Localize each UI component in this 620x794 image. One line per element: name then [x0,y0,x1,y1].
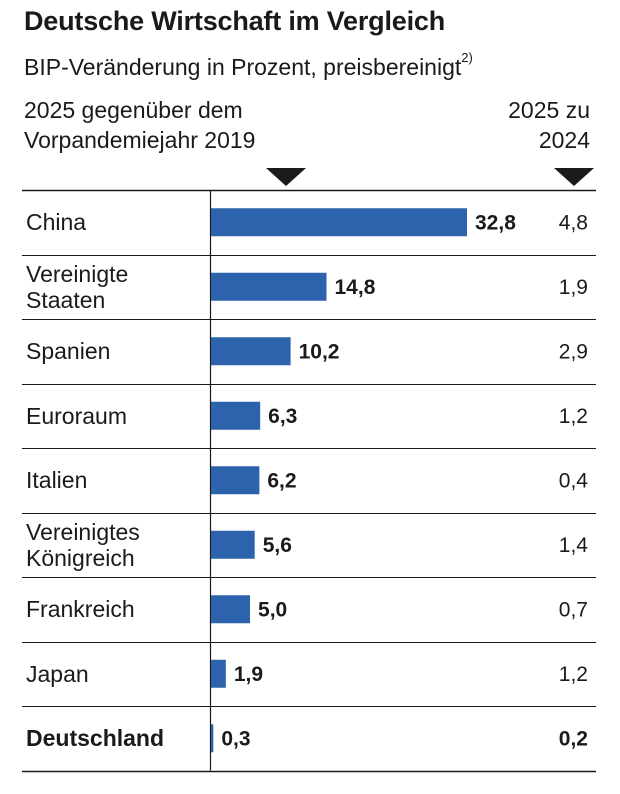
category-label: Spanien [26,338,111,365]
left-column-header: 2025 gegenüber dem Vorpandemiejahr 2019 [24,97,256,153]
category-label: China [26,209,87,236]
change-2024-value: 0,7 [559,598,588,621]
bar-value-label: 10,2 [299,340,340,363]
bar-value-label: 5,0 [258,598,287,621]
category-label: Vereinigte Staaten [26,260,129,313]
bar [211,724,214,753]
bar-value-label: 1,9 [234,663,263,686]
change-2024-value: 1,2 [559,405,588,428]
bar-value-label: 6,3 [268,405,297,428]
subtitle-footnote: 2) [461,50,473,66]
subtitle-text: BIP-Veränderung in Prozent, preisbereini… [24,54,462,80]
chart-title: Deutsche Wirtschaft im Vergleich [24,6,445,36]
category-label: Deutschland [26,725,165,752]
category-label: Vereinigtes Königreich [26,518,140,571]
bar [211,595,251,624]
change-2024-value: 4,8 [559,211,588,234]
bar [211,659,226,688]
change-2024-value: 0,4 [559,469,589,492]
bar-value-label: 0,3 [221,727,250,750]
right-column-arrow-icon [554,168,594,186]
bar-value-label: 5,6 [263,534,292,557]
category-label: Frankreich [26,596,135,623]
change-2024-value: 0,2 [559,727,588,750]
bar [211,530,255,559]
change-2024-value: 1,2 [559,663,588,686]
bar [211,272,327,301]
change-2024-value: 1,9 [559,276,588,299]
category-label: Euroraum [26,402,127,429]
bar-value-label: 14,8 [335,276,376,299]
bar [211,337,291,366]
bar [211,401,261,430]
bar [211,466,260,495]
bar [211,208,467,237]
bar-value-label: 32,8 [475,211,516,234]
right-column-header: 2025 zu 2024 [508,97,590,153]
change-2024-value: 1,4 [559,534,589,557]
change-2024-value: 2,9 [559,340,588,363]
category-label: Japan [26,660,89,687]
left-column-arrow-icon [266,168,306,186]
chart-subtitle: BIP-Veränderung in Prozent, preisbereini… [24,50,473,81]
category-label: Italien [26,467,88,494]
bar-value-label: 6,2 [267,469,296,492]
